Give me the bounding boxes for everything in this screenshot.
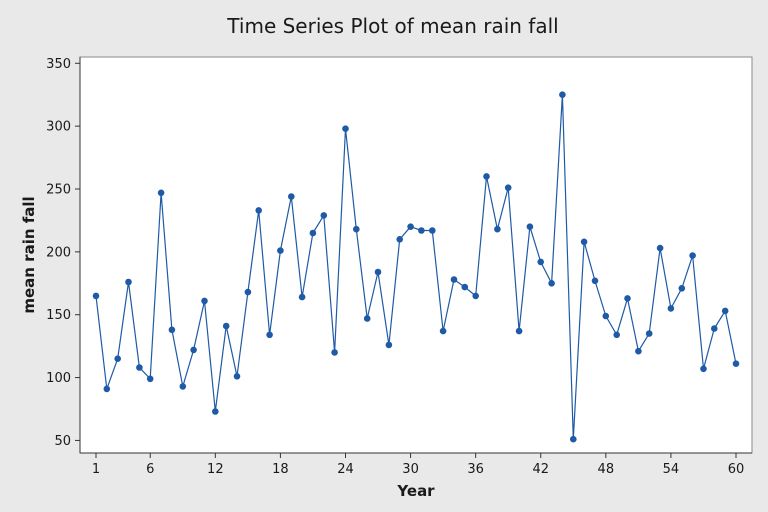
data-point bbox=[385, 341, 393, 349]
y-tick-label: 350 bbox=[46, 57, 71, 72]
data-point bbox=[255, 207, 262, 214]
data-point bbox=[439, 327, 447, 335]
data-point bbox=[613, 331, 620, 339]
data-point bbox=[418, 227, 425, 234]
data-point bbox=[483, 173, 490, 180]
data-point bbox=[320, 212, 328, 219]
x-tick-label: 1 bbox=[92, 462, 100, 477]
x-tick-label: 48 bbox=[598, 462, 615, 477]
data-point bbox=[689, 252, 696, 259]
data-point bbox=[298, 293, 306, 301]
series-group bbox=[92, 91, 740, 443]
data-point bbox=[580, 238, 588, 246]
data-point bbox=[494, 225, 501, 233]
y-tick-label: 300 bbox=[46, 120, 71, 135]
data-point bbox=[526, 223, 534, 230]
data-point bbox=[353, 225, 360, 233]
x-tick-label: 12 bbox=[207, 462, 224, 477]
data-point bbox=[212, 408, 219, 415]
data-point bbox=[656, 244, 664, 252]
x-tick-label: 30 bbox=[402, 462, 419, 477]
data-point bbox=[450, 276, 458, 283]
data-point bbox=[429, 227, 436, 234]
y-tick-label: 200 bbox=[46, 245, 71, 260]
data-point bbox=[721, 307, 729, 315]
plot-area bbox=[79, 56, 753, 454]
data-point bbox=[591, 277, 599, 285]
data-point bbox=[288, 193, 295, 200]
data-point bbox=[125, 278, 132, 286]
data-point bbox=[700, 365, 707, 373]
data-point bbox=[515, 327, 523, 335]
data-point bbox=[667, 305, 675, 312]
data-point bbox=[179, 383, 187, 390]
data-point bbox=[222, 322, 230, 330]
data-point bbox=[374, 268, 382, 276]
data-point bbox=[277, 247, 284, 254]
data-point bbox=[537, 258, 544, 266]
y-axis-label: mean rain fall bbox=[20, 196, 38, 313]
data-point bbox=[396, 236, 404, 243]
y-tick-label: 150 bbox=[46, 308, 71, 323]
data-point bbox=[309, 229, 317, 237]
data-point bbox=[331, 349, 338, 356]
data-point bbox=[504, 184, 512, 191]
data-point bbox=[233, 373, 241, 380]
data-point bbox=[602, 312, 610, 320]
data-point bbox=[201, 297, 208, 305]
data-point bbox=[168, 326, 176, 334]
data-point bbox=[645, 330, 653, 337]
series-line bbox=[95, 94, 737, 440]
x-axis-ticks: 1 6 12 18 24 30 36 42 48 54 60 bbox=[92, 453, 744, 477]
chart-title: Time Series Plot of mean rain fall bbox=[226, 14, 558, 38]
data-point bbox=[114, 355, 121, 363]
data-point bbox=[363, 315, 371, 322]
data-point bbox=[136, 364, 143, 371]
y-tick-label: 100 bbox=[46, 371, 71, 386]
data-point bbox=[244, 288, 252, 296]
x-tick-label: 18 bbox=[272, 462, 289, 477]
y-tick-label: 50 bbox=[54, 434, 71, 449]
data-point bbox=[635, 347, 642, 355]
data-point bbox=[103, 385, 111, 393]
data-point bbox=[711, 325, 718, 332]
data-point bbox=[157, 189, 165, 197]
data-point bbox=[548, 280, 555, 287]
x-tick-label: 24 bbox=[337, 462, 354, 477]
data-point bbox=[570, 435, 577, 443]
x-tick-label: 36 bbox=[467, 462, 484, 477]
data-point bbox=[92, 292, 100, 300]
data-point bbox=[678, 285, 686, 292]
data-point bbox=[559, 91, 566, 98]
data-point bbox=[190, 346, 197, 354]
data-point bbox=[472, 292, 480, 300]
x-tick-label: 42 bbox=[532, 462, 549, 477]
data-point bbox=[461, 283, 469, 291]
y-axis-ticks: 50 100 150 200 250 300 350 bbox=[46, 57, 80, 449]
data-point bbox=[732, 360, 740, 368]
x-tick-label: 54 bbox=[663, 462, 680, 477]
x-tick-label: 60 bbox=[728, 462, 745, 477]
data-point bbox=[624, 295, 631, 302]
data-point bbox=[266, 331, 273, 339]
x-axis-label: Year bbox=[396, 482, 435, 500]
y-tick-label: 250 bbox=[46, 183, 71, 198]
x-tick-label: 6 bbox=[146, 462, 154, 477]
data-point bbox=[407, 223, 414, 230]
data-point bbox=[146, 375, 154, 383]
data-point bbox=[342, 125, 349, 132]
